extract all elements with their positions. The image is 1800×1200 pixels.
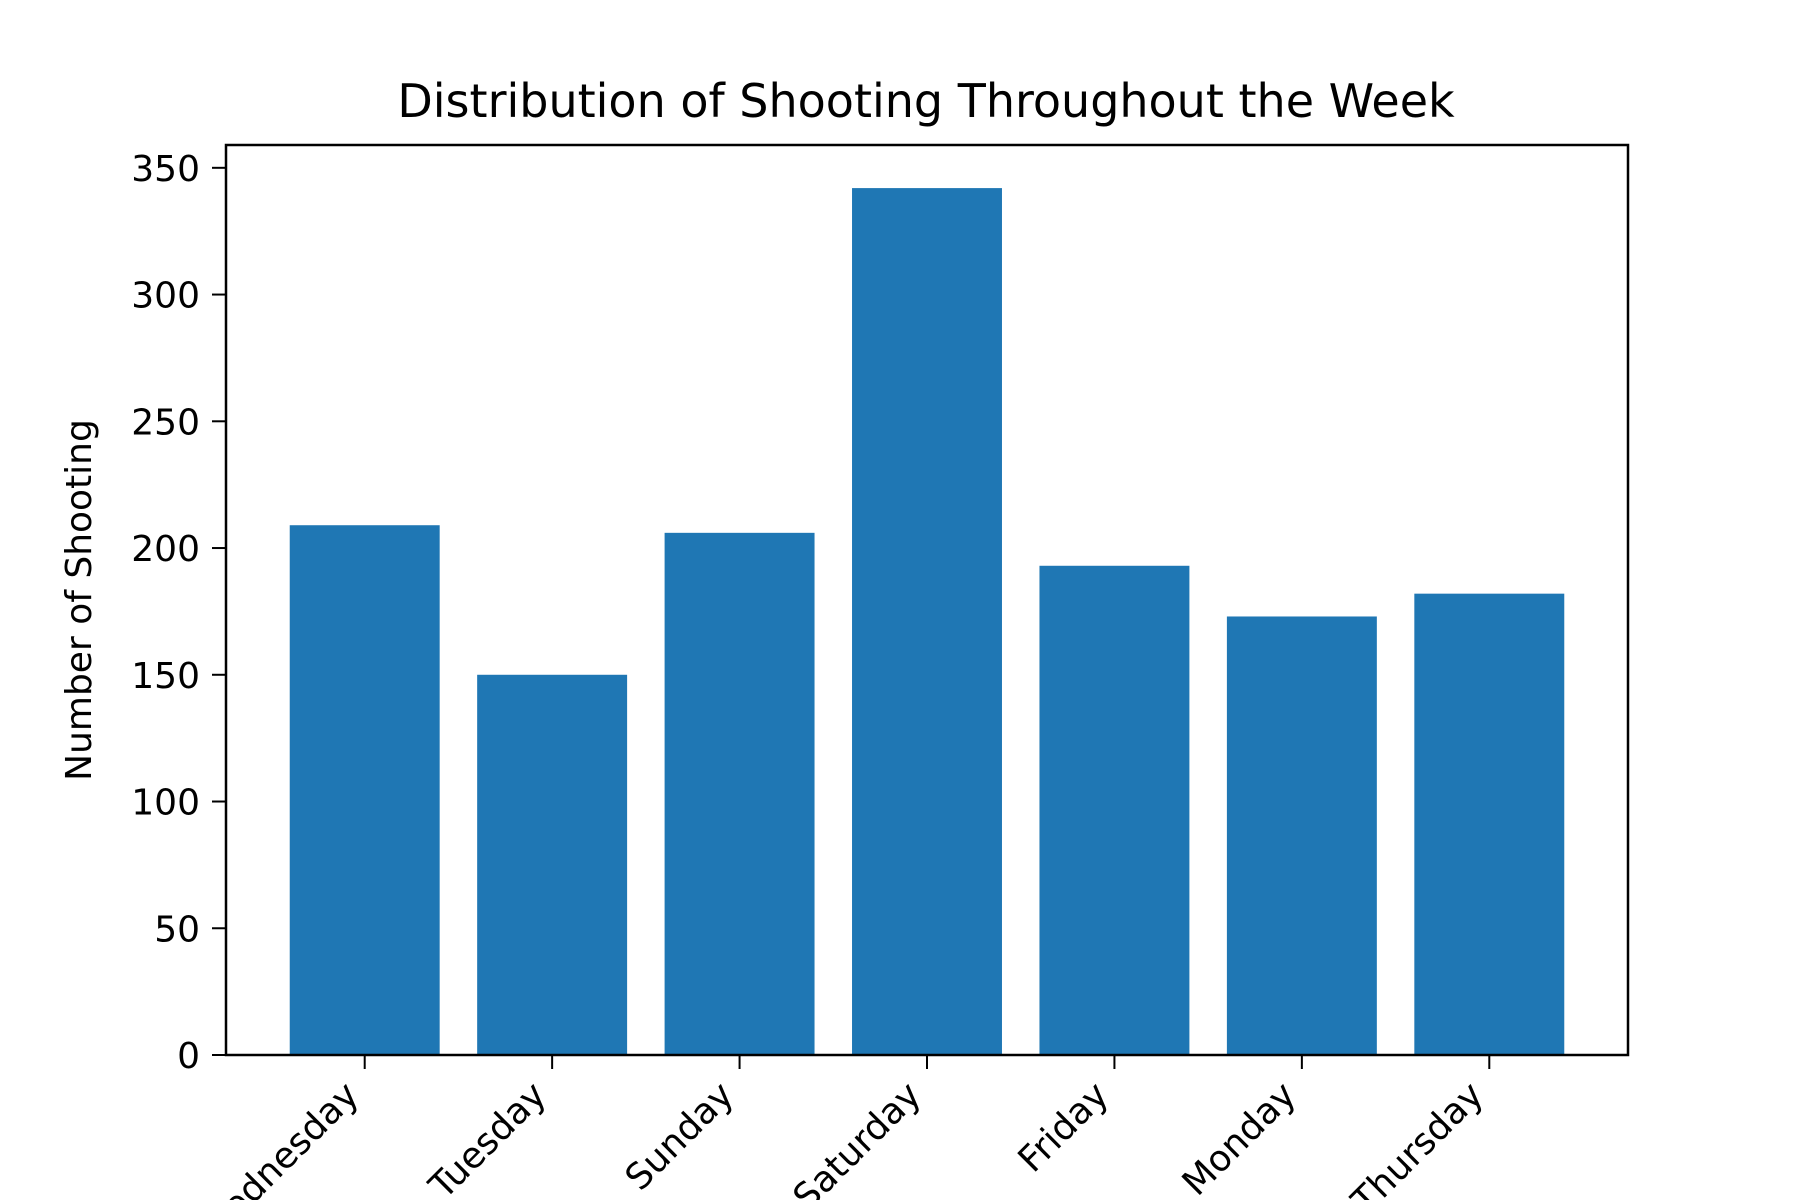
bar-wednesday bbox=[289, 525, 440, 1055]
x-tick-label-wednesday: Wednesday bbox=[191, 1074, 367, 1200]
y-tick-label: 150 bbox=[131, 656, 200, 697]
x-tick-label-saturday: Saturday bbox=[786, 1074, 930, 1200]
y-tick-label: 350 bbox=[131, 149, 200, 190]
bars-group bbox=[289, 188, 1565, 1055]
y-tick-label: 0 bbox=[177, 1036, 200, 1077]
bar-saturday bbox=[852, 188, 1002, 1055]
x-axis: Wednesday Tuesday Sunday Saturday Friday Mond… bbox=[191, 1055, 1492, 1200]
bar-friday bbox=[1039, 565, 1190, 1055]
x-tick-label-sunday: Sunday bbox=[618, 1074, 742, 1198]
x-tick-label-thursday: Thursday bbox=[1344, 1074, 1492, 1200]
y-tick-label: 200 bbox=[131, 529, 200, 570]
x-tick-label-friday: Friday bbox=[1011, 1074, 1117, 1180]
y-axis: 0 50 100 150 200 250 300 350 bbox=[131, 149, 226, 1077]
y-tick-label: 300 bbox=[131, 276, 200, 317]
bar-sunday bbox=[664, 532, 815, 1055]
x-tick-label-monday: Monday bbox=[1175, 1074, 1304, 1200]
plot-frame bbox=[224, 143, 1630, 1057]
bar-thursday bbox=[1414, 593, 1565, 1055]
y-tick-label: 250 bbox=[131, 402, 200, 443]
y-tick-label: 50 bbox=[154, 909, 200, 950]
x-tick-label-tuesday: Tuesday bbox=[421, 1074, 554, 1200]
y-tick-label: 100 bbox=[131, 783, 200, 824]
bar-tuesday bbox=[477, 674, 628, 1055]
y-axis-label: Number of Shooting bbox=[59, 419, 100, 781]
bar-monday bbox=[1226, 616, 1377, 1055]
chart-title: Distribution of Shooting Throughout the … bbox=[397, 74, 1455, 128]
